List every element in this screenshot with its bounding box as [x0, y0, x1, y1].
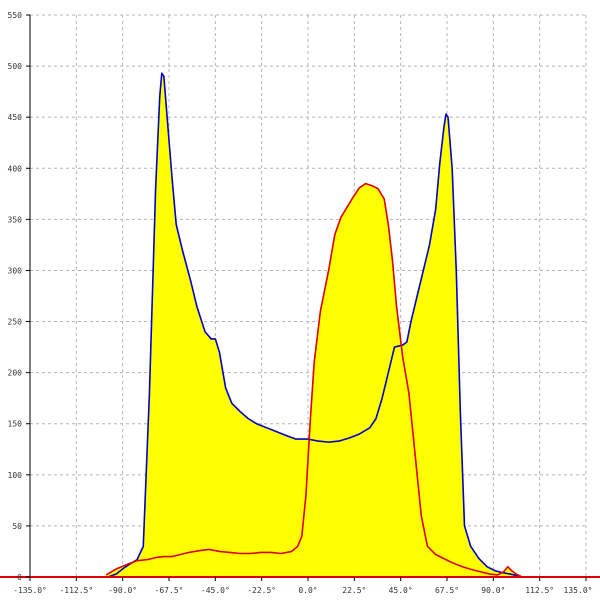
- y-tick-label: 450: [8, 113, 23, 122]
- series-1-line: [105, 182, 523, 578]
- tick-labels: 0 50 100 150 200 250 300 350 400 450 500 550 -135.0°…: [8, 11, 593, 595]
- y-tick-label: 150: [8, 420, 23, 429]
- x-tick-label: -45.0°: [201, 586, 230, 595]
- y-tick-label: 500: [8, 62, 23, 71]
- series-0-area: [108, 73, 519, 578]
- x-tick-label: -112.5°: [59, 586, 93, 595]
- x-tick-label: 90.0°: [481, 586, 505, 595]
- y-tick-label: 0: [17, 573, 22, 582]
- axes: [0, 14, 600, 581]
- y-tick-label: 100: [8, 471, 23, 480]
- fill-layer: [106, 73, 523, 578]
- x-tick-label: 67.5°: [435, 586, 459, 595]
- x-tick-label: -22.5°: [247, 586, 276, 595]
- lines-layer: [105, 72, 523, 578]
- y-tick-label: 50: [12, 522, 22, 531]
- y-tick-label: 350: [8, 215, 23, 224]
- series-0-line: [107, 72, 519, 578]
- x-tick-label: -135.0°: [13, 586, 47, 595]
- x-tick-label: 45.0°: [389, 586, 413, 595]
- y-tick-label: 300: [8, 266, 23, 275]
- y-tick-label: 250: [8, 318, 23, 327]
- x-tick-label: 22.5°: [342, 586, 366, 595]
- y-tick-label: 400: [8, 164, 23, 173]
- x-tick-label: 112.5°: [525, 586, 554, 595]
- y-tick-label: 200: [8, 369, 23, 378]
- series-1-area: [106, 183, 523, 577]
- x-tick-label: -90.0°: [108, 586, 137, 595]
- x-tick-label: 0.0°: [298, 586, 317, 595]
- x-tick-label: 135.0°: [564, 586, 593, 595]
- y-tick-label: 550: [8, 11, 23, 20]
- x-tick-label: -67.5°: [155, 586, 184, 595]
